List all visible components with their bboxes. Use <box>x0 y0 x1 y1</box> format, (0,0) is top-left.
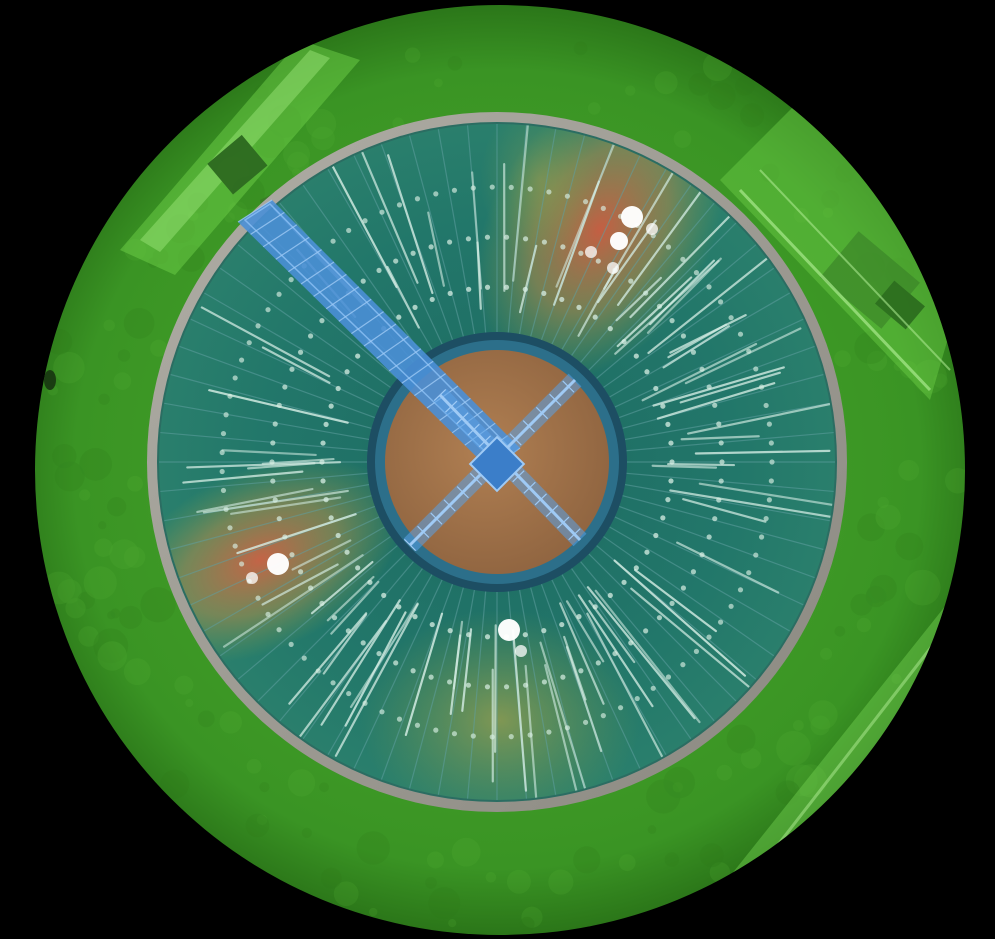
sensor-marker <box>515 645 527 657</box>
sensor-marker <box>607 262 619 274</box>
sensor-marker <box>246 572 258 584</box>
sensor-marker <box>585 246 597 258</box>
sensor-marker <box>646 223 658 235</box>
heat-zone-s <box>360 610 640 800</box>
sensor-marker <box>610 232 628 250</box>
sensor-markers <box>246 206 658 657</box>
ne-facility-structure <box>720 100 965 400</box>
x-brace-structure <box>403 373 587 552</box>
sensor-marker <box>621 206 643 228</box>
radial-spokes <box>159 124 835 800</box>
sensor-marker <box>267 553 289 575</box>
sensor-marker <box>498 619 520 641</box>
